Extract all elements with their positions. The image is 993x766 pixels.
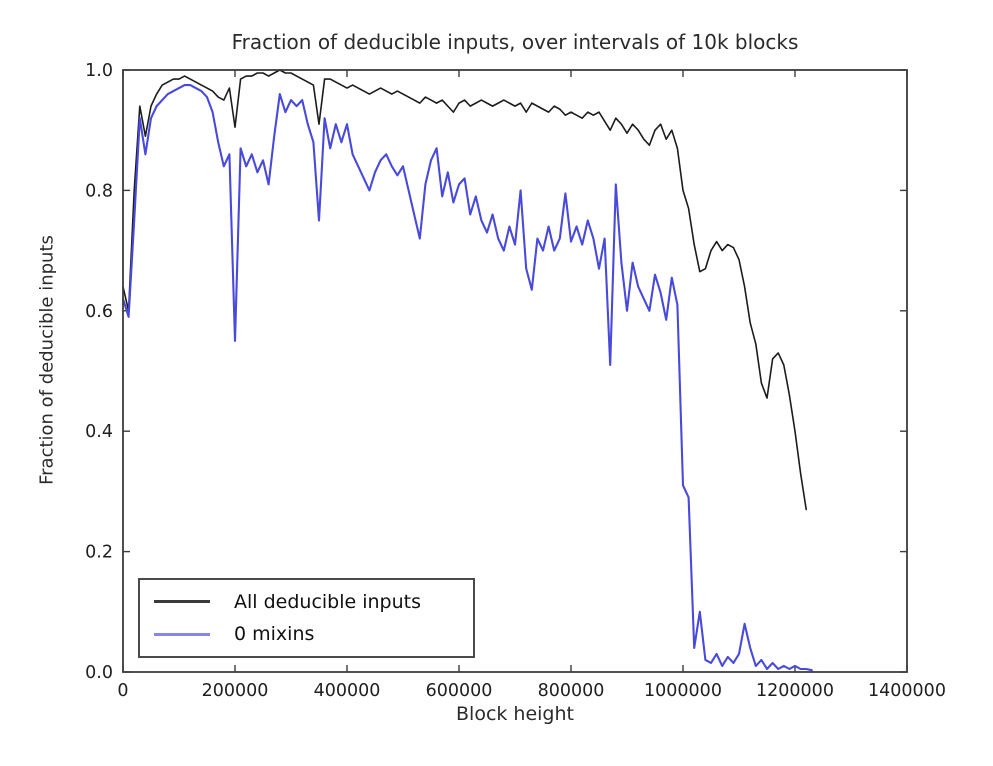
x-tick-label: 400000 [314, 681, 381, 701]
chart-title: Fraction of deducible inputs, over inter… [231, 30, 799, 54]
y-tick-label: 1.0 [85, 61, 113, 81]
x-tick-label: 1200000 [756, 681, 834, 701]
series-line-all-deducible-inputs [122, 69, 808, 511]
x-tick-label: 0 [117, 681, 128, 701]
x-tick-label: 800000 [538, 681, 605, 701]
plot-frame [122, 69, 908, 673]
legend-label: All deducible inputs [234, 590, 422, 613]
y-axis-label: Fraction of deducible inputs [36, 235, 58, 485]
y-tick-label: 0.2 [85, 543, 113, 563]
y-tick-label: 0.4 [85, 422, 113, 442]
y-tick-label: 0.6 [85, 302, 113, 322]
series-line-0-mixins [121, 84, 813, 672]
y-tick-label: 0.0 [85, 663, 113, 683]
y-tick-label: 0.8 [85, 181, 113, 201]
x-axis-label: Block height [456, 703, 574, 725]
legend-label: 0 mixins [234, 623, 315, 646]
x-tick-label: 1000000 [644, 681, 722, 701]
legend-line-swatch-blue-icon [154, 632, 210, 636]
legend-item-all-deducible-inputs: All deducible inputs [140, 591, 473, 613]
legend-box: All deducible inputs 0 mixins [138, 578, 475, 658]
x-tick-label: 200000 [202, 681, 269, 701]
legend-item-0-mixins: 0 mixins [140, 623, 473, 645]
x-tick-label: 600000 [426, 681, 493, 701]
x-tick-label: 1400000 [868, 681, 946, 701]
legend-line-swatch-black-icon [154, 600, 210, 604]
